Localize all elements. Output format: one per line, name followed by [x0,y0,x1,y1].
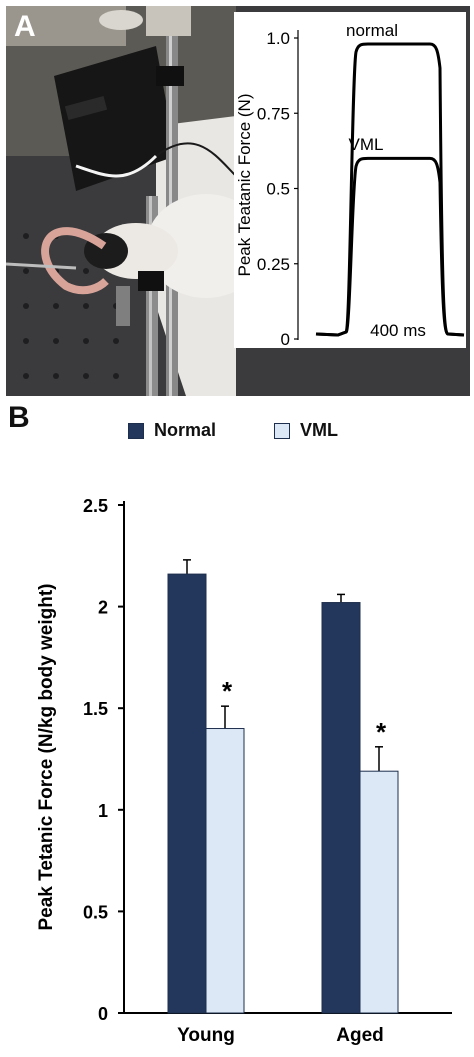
legend-item-vml: VML [274,420,338,441]
inset-y-axis-label: Peak Teatanic Force (N) [235,94,254,277]
bar-chart: 0 0.5 1 1.5 2 2.5 * * Young Aged Peak Tetanic F… [36,496,452,1046]
duration-label: 400 ms [370,321,426,340]
legend-swatch-normal [128,422,144,439]
legend-item-normal: Normal [128,420,216,441]
panel-a: A 1.0 0.75 0.5 0.25 0 normal VML 400 ms Peak… [6,6,470,396]
y-tick-label: 1 [98,801,108,821]
y-tick-label: 2 [98,598,108,618]
force-trace-inset: 1.0 0.75 0.5 0.25 0 normal VML 400 ms Peak T… [234,12,466,348]
bar-normal-young [167,573,207,1014]
inset-y-tick-label: 0.5 [266,180,290,199]
y-tick-label: 1.5 [83,699,108,719]
panel-b-letter: B [8,401,30,434]
force-trace-plot: 1.0 0.75 0.5 0.25 0 normal VML 400 ms Peak T… [235,21,465,348]
inset-y-tick-label: 0.25 [257,255,290,274]
y-tick-label: 2.5 [83,496,108,516]
inset-y-tick-label: 0.75 [257,104,290,123]
legend-label-vml: VML [300,420,338,440]
y-tick-label: 0 [98,1004,108,1024]
y-tick-label: 0.5 [83,902,108,922]
x-tick-label-aged: Aged [336,1025,384,1046]
trace-vml-line [315,156,465,337]
bar-normal-aged [321,602,361,1014]
chart-y-axis-label: Peak Tetanic Force (N/kg body weight) [36,584,57,931]
x-tick-label-young: Young [177,1025,235,1046]
legend-label-normal: Normal [154,420,217,440]
significance-marker: * [376,717,387,747]
panel-a-letter: A [14,10,36,43]
inset-y-tick-label: 1.0 [266,29,290,48]
significance-marker: * [222,676,233,706]
bar-vml-aged [359,770,399,1014]
trace-normal-label: normal [346,21,398,40]
legend-swatch-vml [274,422,290,439]
bar-vml-young [205,728,245,1014]
inset-y-tick-label: 0 [281,330,290,348]
trace-vml-label: VML [349,135,384,154]
